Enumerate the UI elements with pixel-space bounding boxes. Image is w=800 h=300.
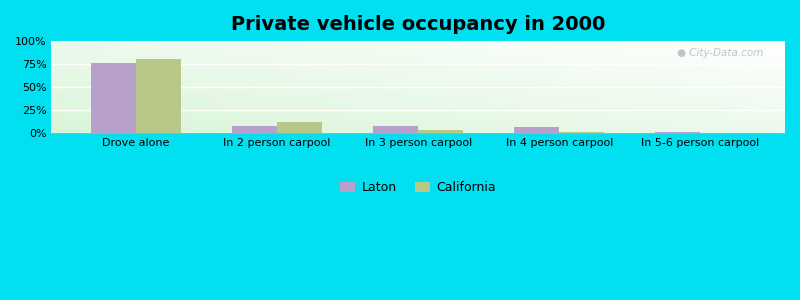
- Bar: [136, 59, 182, 133]
- Title: Private vehicle occupancy in 2000: Private vehicle occupancy in 2000: [231, 15, 606, 34]
- Bar: [373, 125, 418, 133]
- Bar: [655, 132, 700, 133]
- Bar: [91, 63, 136, 133]
- Bar: [418, 130, 463, 133]
- Text: ● City-Data.com: ● City-Data.com: [677, 48, 763, 58]
- Bar: [277, 122, 322, 133]
- Bar: [559, 132, 605, 133]
- Bar: [514, 127, 559, 133]
- Bar: [232, 126, 277, 133]
- Legend: Laton, California: Laton, California: [335, 176, 502, 200]
